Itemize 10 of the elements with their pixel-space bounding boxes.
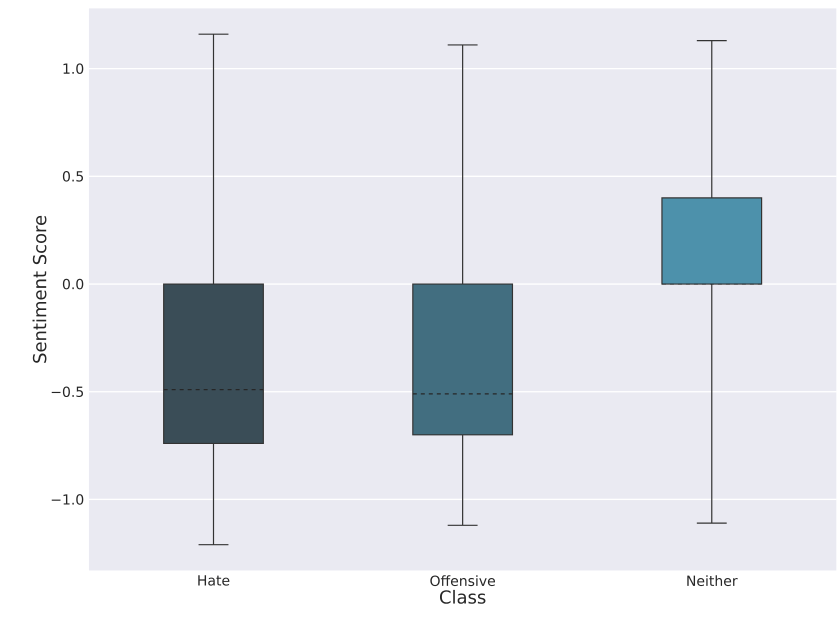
- y-tick-label: 1.0: [64, 64, 84, 74]
- y-tick-label: 0.0: [62, 279, 84, 290]
- y-axis-title: Sentiment Score: [32, 216, 46, 364]
- y-tick-label: 0.5: [62, 171, 83, 182]
- x-tick-label: Offensive: [430, 576, 495, 586]
- y-tick-label: −1.0: [52, 494, 84, 505]
- x-axis-title: Class: [440, 590, 486, 604]
- x-tick-label: Neither: [687, 576, 738, 586]
- x-tick-label: Hate: [198, 576, 230, 586]
- y-tick-label: −0.5: [52, 386, 83, 398]
